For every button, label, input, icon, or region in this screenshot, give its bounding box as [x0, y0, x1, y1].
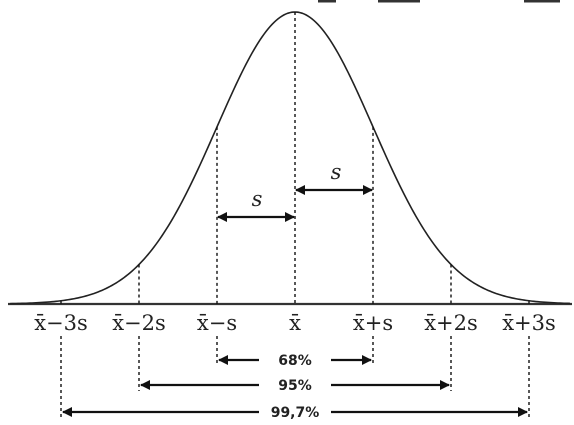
sigma-tick-label: x̄−2s: [112, 311, 166, 335]
sigma-tick-labels: x̄−3s x̄−2s x̄−s x̄ x̄+s x̄+2s x̄+3s: [34, 311, 556, 335]
s-label-left: s: [252, 187, 263, 211]
bell-curve: [9, 11, 571, 305]
interval-label: 99,7%: [271, 405, 320, 421]
sigma-tick-label: x̄+s: [353, 311, 393, 335]
sigma-tick-label: x̄+2s: [424, 311, 478, 335]
sigma-tick-label: x̄+3s: [502, 311, 556, 335]
sigma-guide-lines: [60, 12, 530, 418]
interval-label: 95%: [278, 378, 312, 394]
percentage-intervals: 68% 95% 99,7%: [62, 353, 528, 421]
sigma-tick-label: x̄: [289, 311, 301, 335]
sigma-tick-label: x̄−3s: [34, 311, 88, 335]
sigma-tick-label: x̄−s: [197, 311, 237, 335]
s-label-right: s: [331, 160, 342, 184]
interval-label: 68%: [278, 353, 312, 369]
